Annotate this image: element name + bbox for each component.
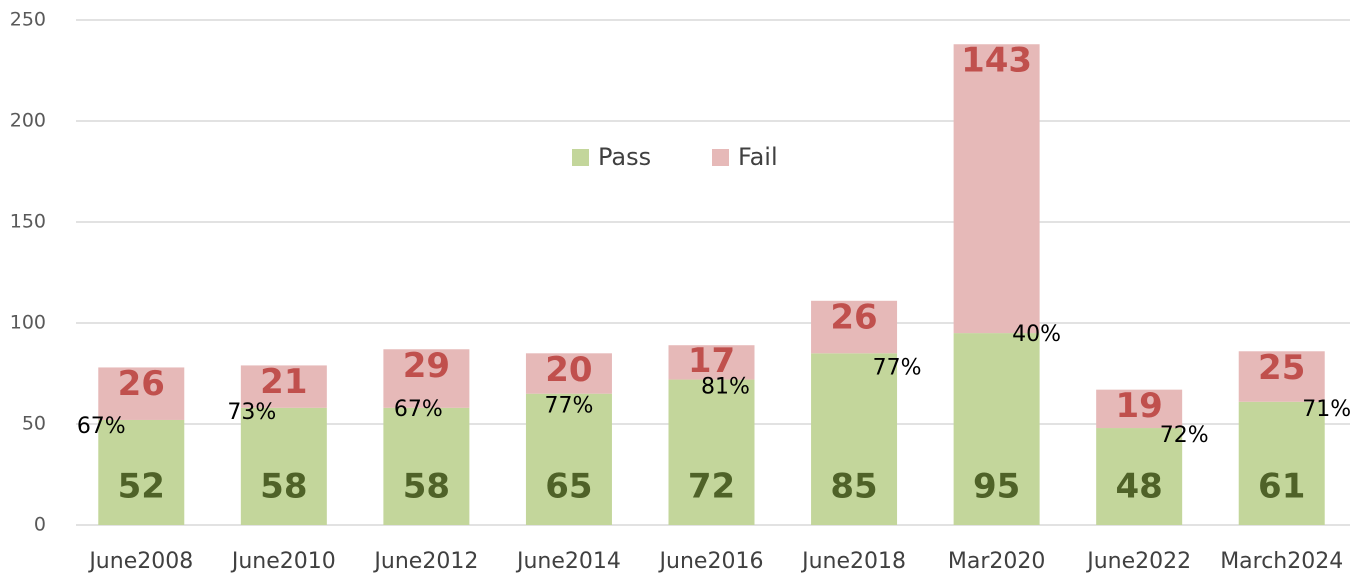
bar-segment [811,300,898,354]
annotation: 67% [77,414,126,439]
value-label: 58 [403,467,450,507]
y-tick-label: 200 [10,110,46,132]
x-tick-label: June2014 [515,549,621,574]
annotation: 67% [394,397,443,422]
bar-segment [240,407,327,525]
value-label: 143 [961,41,1032,81]
x-tick-label: June2022 [1085,549,1191,574]
annotation: 72% [1160,423,1209,448]
value-label: 29 [403,346,450,386]
value-label: 52 [118,467,165,507]
bar-segment [383,349,470,408]
legend-swatch [572,149,589,166]
x-tick-label: June2016 [658,549,764,574]
value-label: 26 [118,364,165,404]
annotation: 73% [227,400,276,425]
value-label: 21 [260,362,307,402]
value-label: 65 [545,467,592,507]
value-label: 95 [973,467,1020,507]
bar-segment [1096,389,1183,429]
bar-segment [98,419,185,525]
legend-label: Pass [598,143,651,171]
value-label: 72 [688,467,735,507]
annotation: 77% [873,355,922,380]
x-tick-label: June2012 [372,549,478,574]
y-tick-label: 0 [34,514,46,536]
y-tick-label: 150 [10,211,46,233]
legend-swatch [712,149,729,166]
value-label: 61 [1258,467,1305,507]
bar-segment [668,345,755,380]
y-tick-label: 50 [22,413,46,435]
bar-segment [668,379,755,525]
value-label: 25 [1258,348,1305,388]
legend-label: Fail [738,143,778,171]
annotation: 71% [1302,397,1351,422]
bar-segment [953,333,1040,525]
value-label: 26 [830,297,877,337]
x-tick-label: June2008 [87,549,193,574]
value-label: 85 [830,467,877,507]
value-label: 48 [1116,467,1163,507]
annotation: 81% [701,375,750,400]
annotation: 40% [1012,322,1061,347]
bar-segment [98,367,185,420]
bar-segment [811,353,898,525]
bar-segment [1238,401,1325,525]
bar-segment [953,44,1040,334]
bar-segment [525,353,612,394]
value-label: 19 [1116,386,1163,426]
bar-segment [1096,428,1183,525]
bar-segment [525,393,612,525]
x-tick-label: March2024 [1220,549,1343,574]
bar-segment [240,365,327,408]
value-label: 20 [545,350,592,390]
value-label: 17 [688,341,735,381]
bar-segment [1238,351,1325,402]
x-tick-label: Mar2020 [948,549,1046,574]
bar-segment [383,407,470,525]
value-label: 58 [260,467,307,507]
annotation: 77% [544,394,593,419]
y-tick-label: 100 [10,312,46,334]
y-tick-label: 250 [10,9,46,31]
x-tick-label: June2018 [800,549,906,574]
x-tick-label: June2010 [230,549,336,574]
